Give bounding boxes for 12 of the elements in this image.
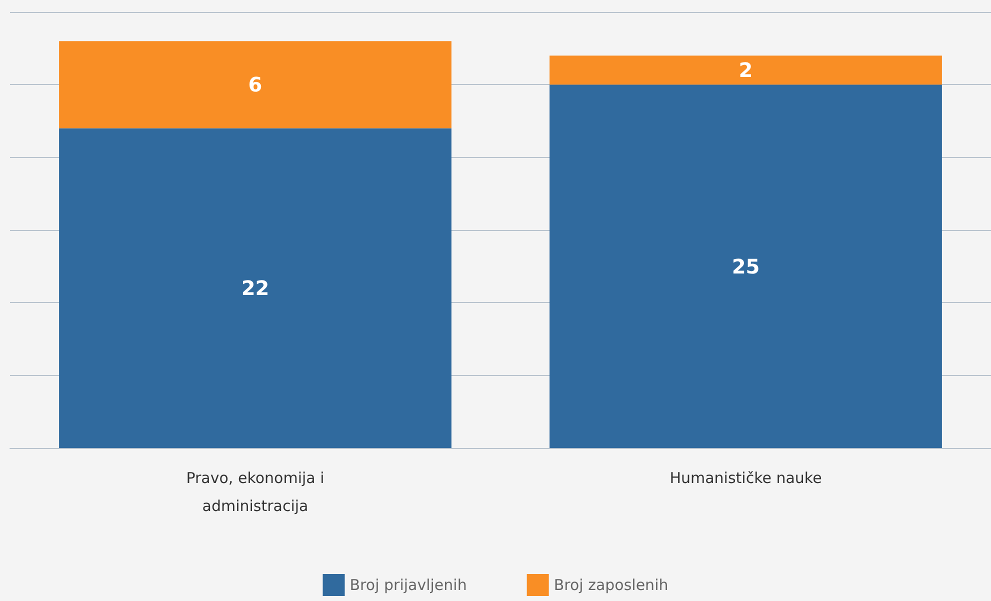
data-label: 22 <box>241 276 270 300</box>
bar <box>550 56 942 85</box>
data-label: 25 <box>732 254 760 278</box>
bar <box>59 41 452 128</box>
x-tick-label: Humanističke nauke <box>670 469 822 487</box>
data-label: 6 <box>248 72 262 97</box>
data-label: 2 <box>738 58 753 82</box>
legend-label: Broj prijavljenih <box>350 576 467 594</box>
x-tick-label: Pravo, ekonomija i administracija <box>186 469 324 515</box>
bar <box>550 84 942 448</box>
bar <box>59 128 452 448</box>
legend-label: Broj zaposlenih <box>554 576 668 594</box>
